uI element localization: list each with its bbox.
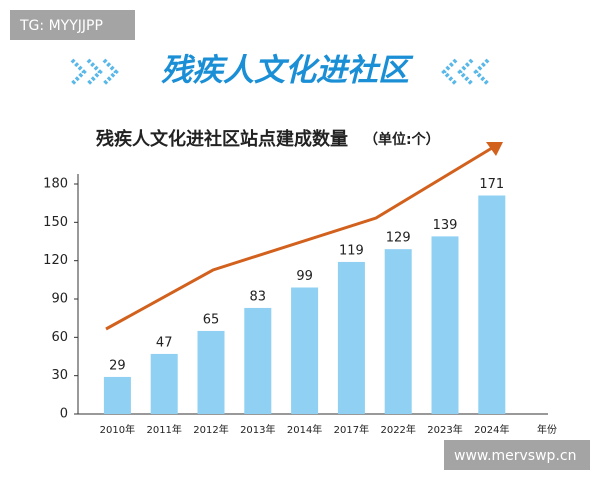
bar <box>197 330 225 414</box>
bar <box>431 236 459 414</box>
x-tick-label: 2024年 <box>474 423 509 436</box>
trend-arrow <box>105 146 493 331</box>
x-tick-label: 2017年 <box>334 423 369 436</box>
value-label: 171 <box>479 177 504 192</box>
x-tick-label: 2022年 <box>380 423 415 436</box>
unit: （单位:个） <box>364 131 440 148</box>
y-tick-label: 30 <box>51 368 68 383</box>
chart-title: 残疾人文化进社区站点建成数量 <box>96 128 348 150</box>
value-label: 47 <box>156 335 173 350</box>
value-label: 29 <box>109 358 126 373</box>
watermark-box <box>10 10 135 40</box>
value-label: 83 <box>250 289 267 304</box>
y-tick-label: 60 <box>51 330 68 345</box>
y-tick-label: 120 <box>43 253 68 268</box>
value-label: 119 <box>339 243 364 258</box>
banner-title: 残疾人文化进社区 <box>161 53 414 89</box>
value-label: 65 <box>203 312 220 327</box>
y-tick-label: 90 <box>51 292 68 307</box>
arrow-head <box>486 142 503 156</box>
x-tick-label: 2023年 <box>427 423 462 436</box>
value-label: 139 <box>433 218 458 233</box>
y-tick-label: 150 <box>43 215 68 230</box>
value-label: 99 <box>296 269 313 284</box>
value-label: 129 <box>386 231 411 246</box>
watermark: TG: MYYJJPP <box>19 18 103 34</box>
bar <box>337 261 365 414</box>
x-tick-label: 2012年 <box>193 423 228 436</box>
x-axis-label: 年份 <box>537 423 557 436</box>
y-tick-label: 0 <box>60 407 68 422</box>
bar <box>150 353 178 414</box>
y-tick-label: 180 <box>43 177 68 192</box>
x-tick-label: 2010年 <box>100 423 135 436</box>
bar <box>291 287 319 414</box>
bar <box>244 307 272 414</box>
x-tick-label: 2014年 <box>287 423 322 436</box>
watermark-box <box>444 440 590 470</box>
bar <box>384 249 412 414</box>
bar <box>478 195 506 414</box>
bar <box>103 376 131 414</box>
watermark: www.mervswp.cn <box>454 448 576 464</box>
chevrons <box>70 58 490 86</box>
x-tick-label: 2013年 <box>240 423 275 436</box>
x-tick-label: 2011年 <box>146 423 181 436</box>
